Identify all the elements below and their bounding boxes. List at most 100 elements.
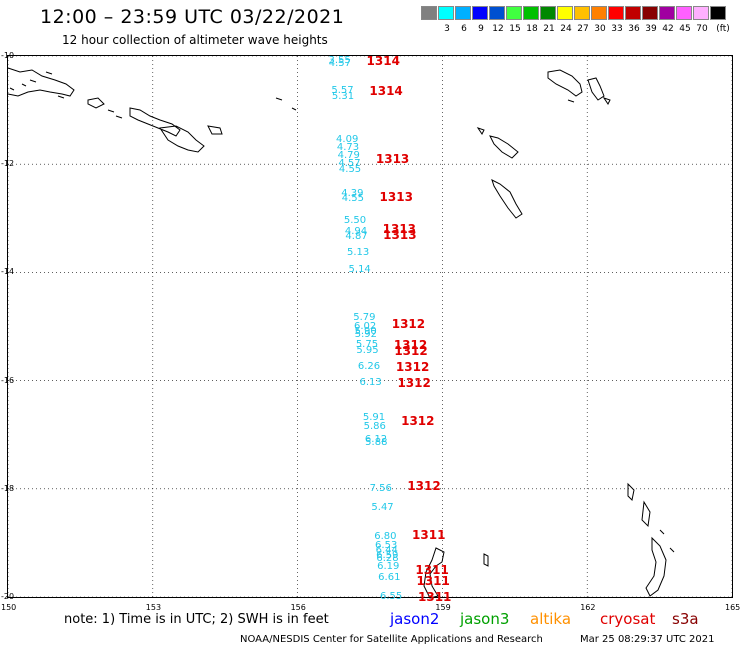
legend-swatch (608, 6, 624, 20)
wave-height-label: 4.87 (345, 231, 368, 243)
wave-height-label: 4.39 (341, 187, 364, 199)
lat-tick-label: -16 (1, 375, 15, 385)
wave-height-label: 5.95 (356, 344, 379, 356)
legend-label: 39 (645, 24, 657, 34)
satellite-legend-s3a: s3a (672, 610, 699, 628)
wave-height-label: 4.57 (328, 58, 352, 70)
wave-height-label: 6.26 (357, 361, 381, 373)
wave-height-label: 5.88 (365, 436, 388, 448)
legend-label: 70 (696, 24, 708, 34)
observation-time-label: 1312 (394, 343, 428, 358)
generation-timestamp: Mar 25 08:29:37 UTC 2021 (580, 634, 715, 645)
legend-swatch (659, 6, 675, 20)
wave-height-label: 4.73 (336, 141, 360, 153)
legend-label: 30 (594, 24, 606, 34)
satellite-legend-cryosat: cryosat (600, 610, 656, 628)
legend-label: 9 (478, 24, 484, 34)
lon-tick-label: 150 (1, 603, 17, 612)
wave-height-label: 5.50 (343, 215, 367, 226)
legend-swatch (523, 6, 539, 20)
legend-label: 18 (526, 24, 538, 34)
lon-tick-label: 165 (725, 603, 740, 612)
wave-height-label: 6.80 (374, 531, 397, 543)
footnote: note: 1) Time is in UTC; 2) SWH is in fe… (64, 612, 329, 627)
legend-swatch (591, 6, 607, 20)
wave-height-label: 5.75 (355, 339, 379, 351)
wave-height-label: 5.92 (354, 328, 378, 340)
satellite-legend-jason3: jason3 (460, 610, 510, 628)
coastlines (7, 67, 675, 599)
observation-time-label: 1312 (391, 316, 426, 331)
wave-height-label: 5.31 (331, 90, 355, 102)
wave-height-label: 6.53 (375, 539, 398, 551)
legend-label: 24 (560, 24, 572, 34)
wave-height-label: 6.02 (354, 320, 377, 332)
wave-height-label: 4.09 (336, 133, 359, 145)
lon-tick-label: 162 (580, 603, 596, 612)
observation-time-label: 1311 (415, 562, 449, 577)
legend-label: 33 (611, 24, 623, 34)
observation-time-label: 1313 (375, 151, 410, 166)
legend-label: 3 (444, 24, 450, 34)
legend-swatch (693, 6, 709, 20)
coastline-solomon (476, 69, 611, 219)
wave-height-label: 6.19 (377, 561, 400, 573)
wave-height-label: 5.47 (371, 501, 394, 513)
observation-time-label: 1311 (418, 590, 452, 604)
satellite-legend-jason2: jason2 (390, 610, 440, 628)
wave-height-label: 5.13 (346, 247, 370, 259)
legend-swatch (557, 6, 573, 20)
wave-height-label: 5.86 (363, 420, 386, 432)
observation-time-label: 1313 (382, 222, 417, 237)
legend-swatch (710, 6, 726, 20)
wave-height-label: 5.79 (353, 312, 376, 324)
legend-label: 36 (628, 24, 640, 34)
lat-tick-label: -18 (1, 483, 15, 493)
observation-time-label: 1314 (366, 54, 400, 69)
legend-swatch (676, 6, 692, 20)
observation-time-label: 1312 (393, 338, 428, 353)
wave-height-label: 4.79 (337, 150, 360, 162)
wave-height-label: 7.56 (369, 482, 392, 494)
legend-swatch (489, 6, 505, 20)
wave-height-label: 4.94 (344, 225, 368, 237)
lat-tick-label: -10 (1, 51, 15, 60)
map-title: 12:00 – 23:59 UTC 03/22/2021 (40, 6, 345, 28)
lat-tick-label: -20 (1, 592, 15, 601)
legend-label: 15 (509, 24, 521, 34)
legend-label: 45 (679, 24, 691, 34)
wave-height-label: 4.55 (338, 163, 362, 175)
coastline-islands-west (9, 71, 297, 119)
wave-height-label: 3.55 (328, 55, 351, 67)
observation-time-label: 1314 (369, 84, 403, 99)
lat-tick-label: -12 (1, 159, 15, 169)
legend-label: 21 (543, 24, 555, 34)
lon-tick-label: 159 (435, 603, 451, 612)
wave-height-label: 5.14 (348, 263, 371, 275)
observation-time-label: 1313 (379, 189, 413, 204)
observation-time-label: 1313 (383, 227, 417, 242)
wave-height-label: 6.13 (359, 377, 382, 389)
credit-line: NOAA/NESDIS Center for Satellite Applica… (240, 634, 543, 645)
wave-height-label: 6.55 (380, 591, 403, 602)
coastline-southeast (423, 482, 675, 599)
wave-height-label: 6.12 (364, 434, 388, 446)
wave-height-label: 6.59 (376, 550, 399, 562)
lat-tick-label: -14 (1, 267, 15, 277)
satellite-legend-altika: altika (530, 610, 572, 628)
wave-height-label: 5.91 (362, 412, 386, 424)
wave-height-label: 6.61 (378, 572, 401, 584)
wave-height-label: 4.55 (341, 193, 365, 205)
legend-swatch (574, 6, 590, 20)
coastline-papua (7, 67, 223, 153)
legend-swatch (642, 6, 658, 20)
legend-swatch (438, 6, 454, 20)
wave-height-label: 5.57 (331, 85, 354, 97)
legend-swatch (421, 6, 437, 20)
observation-time-label: 1312 (407, 479, 441, 494)
legend-swatch (472, 6, 488, 20)
map-frame (7, 55, 733, 598)
legend-swatch (625, 6, 641, 20)
observation-time-label: 1311 (416, 573, 450, 588)
